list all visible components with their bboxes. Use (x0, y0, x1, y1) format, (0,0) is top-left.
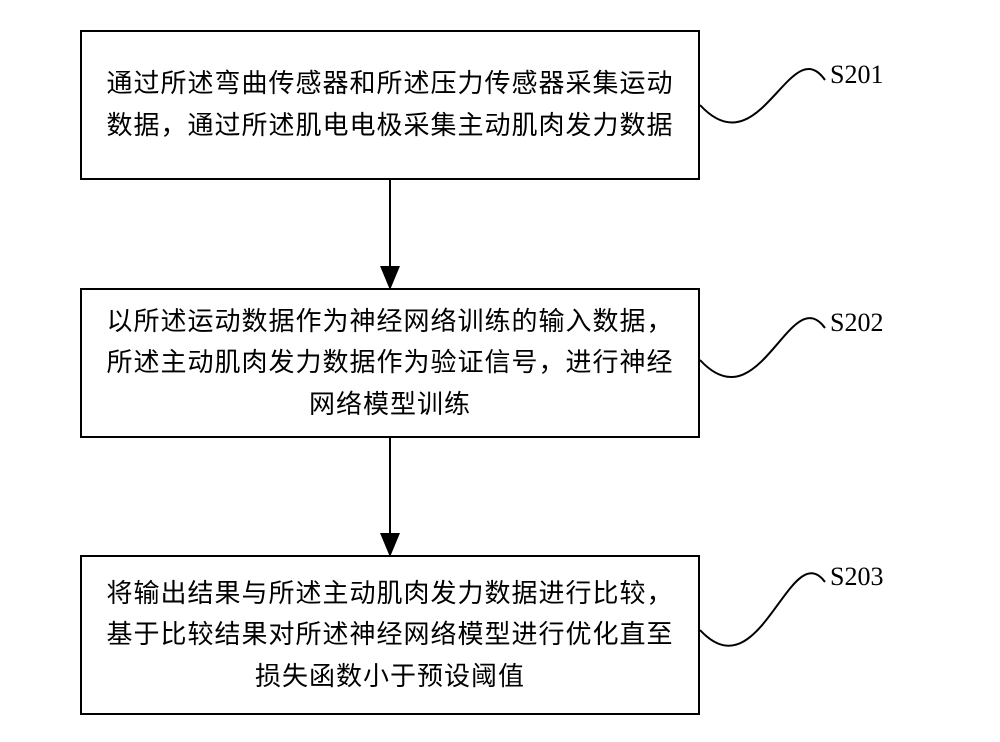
flow-node-label: S202 (830, 308, 883, 338)
flow-node-label: S203 (830, 562, 883, 592)
label-connector (700, 69, 825, 123)
flow-node: 将输出结果与所述主动肌肉发力数据进行比较，基于比较结果对所述神经网络模型进行优化… (80, 555, 700, 715)
flow-node-text: 将输出结果与所述主动肌肉发力数据进行比较，基于比较结果对所述神经网络模型进行优化… (102, 573, 678, 698)
flow-node-label: S201 (830, 60, 883, 90)
flow-node-text: 通过所述弯曲传感器和所述压力传感器采集运动数据，通过所述肌电电极采集主动肌肉发力… (102, 63, 678, 146)
flow-node: 通过所述弯曲传感器和所述压力传感器采集运动数据，通过所述肌电电极采集主动肌肉发力… (80, 30, 700, 180)
label-connector (700, 318, 825, 377)
label-connector (700, 573, 825, 646)
flow-node: 以所述运动数据作为神经网络训练的输入数据，所述主动肌肉发力数据作为验证信号，进行… (80, 288, 700, 438)
flow-node-text: 以所述运动数据作为神经网络训练的输入数据，所述主动肌肉发力数据作为验证信号，进行… (102, 301, 678, 426)
flowchart-canvas: 通过所述弯曲传感器和所述压力传感器采集运动数据，通过所述肌电电极采集主动肌肉发力… (0, 0, 1000, 742)
